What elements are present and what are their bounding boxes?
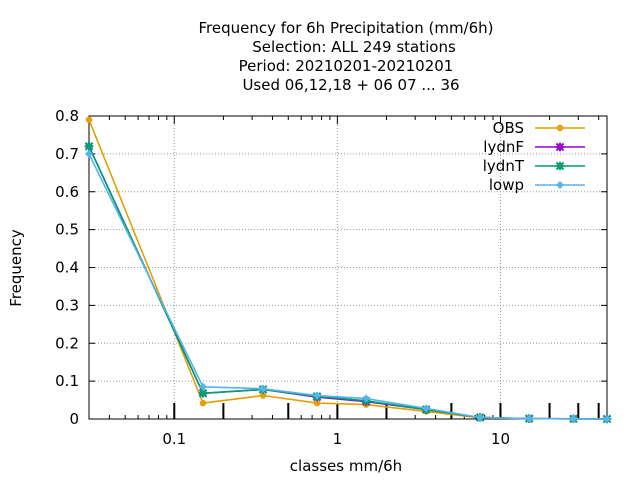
title-line-1: Frequency for 6h Precipitation (mm/6h) xyxy=(198,19,493,37)
chart-title: Frequency for 6h Precipitation (mm/6h) S… xyxy=(198,19,493,94)
x-axis-label: classes mm/6h xyxy=(290,457,402,475)
x-tick-label: 10 xyxy=(491,430,510,448)
y-tick-label: 0.5 xyxy=(55,221,79,239)
legend-marker xyxy=(556,181,564,189)
x-tick-label: 0.1 xyxy=(162,430,186,448)
data-point xyxy=(259,392,267,399)
data-point xyxy=(259,384,268,393)
y-tick-label: 0.6 xyxy=(55,183,79,201)
y-tick-label: 0.3 xyxy=(55,296,79,314)
y-tick-label: 0.1 xyxy=(55,372,79,390)
data-point xyxy=(198,389,208,398)
x-tick-label: 1 xyxy=(333,430,343,448)
grid xyxy=(89,116,607,419)
series-line-lydnF xyxy=(88,145,608,420)
legend-label: lowp xyxy=(489,176,524,194)
data-point xyxy=(362,394,371,403)
y-axis: 0 0.1 0.2 0.3 0.4 0.5 0.6 0.7 0.8 xyxy=(55,107,607,428)
legend-label: lydnT xyxy=(483,157,525,175)
data-point xyxy=(85,149,93,158)
title-line-2: Selection: ALL 249 stations xyxy=(252,38,456,56)
data-point xyxy=(198,382,207,391)
data-point xyxy=(312,391,321,400)
series-line-lowp xyxy=(88,153,608,420)
series-line-lydnT xyxy=(88,145,608,420)
legend-label: lydnF xyxy=(483,138,524,156)
y-tick-label: 0.2 xyxy=(55,334,79,352)
title-line-4: Used 06,12,18 + 06 07 ... 36 xyxy=(242,76,459,94)
data-point xyxy=(85,116,93,123)
data-point xyxy=(84,142,94,151)
series-OBS xyxy=(85,116,611,423)
y-tick-label: 0.8 xyxy=(55,107,79,125)
y-axis-label: Frequency xyxy=(7,229,25,307)
series-lowp xyxy=(85,149,611,423)
x-axis: 0.1 1 10 xyxy=(88,116,600,448)
title-line-3: Period: 20210201-20210201 xyxy=(239,57,454,75)
data-point xyxy=(313,399,321,407)
data-point xyxy=(525,414,534,423)
data-point xyxy=(422,404,431,413)
y-tick-label: 0 xyxy=(69,410,79,428)
legend-marker xyxy=(555,161,565,171)
legend-item-lydnT: lydnT xyxy=(483,157,585,175)
series-lines xyxy=(84,116,612,424)
legend-label: OBS xyxy=(493,119,524,137)
data-point xyxy=(603,414,611,423)
series-line-OBS xyxy=(88,119,608,420)
y-tick-label: 0.7 xyxy=(55,145,79,163)
legend-marker xyxy=(556,124,564,132)
data-point xyxy=(476,413,485,422)
data-point xyxy=(199,399,207,407)
legend-marker xyxy=(555,142,565,152)
data-point xyxy=(569,414,578,423)
legend-item-lydnF: lydnF xyxy=(483,138,585,156)
legend-item-lowp: lowp xyxy=(489,176,585,194)
y-tick-label: 0.4 xyxy=(55,259,79,277)
legend-item-OBS: OBS xyxy=(493,119,585,137)
